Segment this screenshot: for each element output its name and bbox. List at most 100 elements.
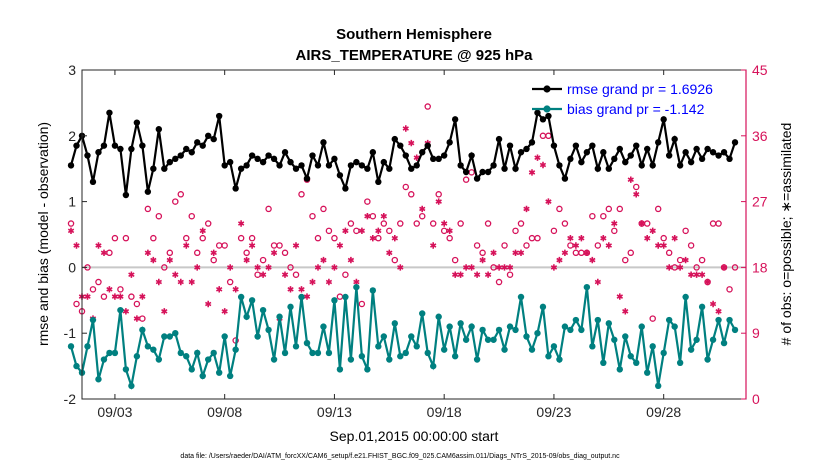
- obs-possible-point: [534, 234, 541, 242]
- bias-point: [534, 330, 541, 337]
- obs-assimilated-point: [534, 154, 541, 161]
- bias-point: [386, 356, 393, 363]
- bias-point: [150, 346, 157, 353]
- obs-possible-point: [501, 242, 508, 249]
- rmse-point: [419, 149, 426, 156]
- obs-possible-point: [204, 220, 212, 227]
- obs-possible-point: [243, 249, 250, 257]
- rmse-point: [682, 149, 689, 156]
- obs-assimilated-point: [216, 286, 223, 293]
- rmse-point: [446, 139, 453, 146]
- rmse-point: [671, 135, 678, 143]
- bias-point: [687, 346, 695, 353]
- rmse-point: [111, 142, 119, 149]
- bias-point: [517, 293, 525, 301]
- obs-possible-point: [353, 227, 360, 235]
- rmse-point: [89, 178, 97, 186]
- obs-assimilated-point: [506, 264, 514, 271]
- rmse-point: [353, 158, 360, 166]
- obs-assimilated-point: [364, 213, 371, 220]
- obs-assimilated-point: [578, 235, 585, 242]
- rmse-point: [369, 149, 377, 156]
- plot-background: [82, 70, 746, 399]
- obs-possible-point: [199, 234, 206, 242]
- rmse-point: [430, 155, 437, 163]
- rmse-point: [347, 162, 355, 169]
- rmse-point: [106, 109, 113, 116]
- rmse-point: [331, 155, 338, 163]
- y-right-tick-label: 36: [752, 128, 768, 144]
- rmse-point: [687, 158, 695, 166]
- rmse-point: [199, 142, 206, 149]
- y-tick-label: 2: [68, 128, 76, 144]
- y-right-tick-label: 27: [752, 194, 768, 210]
- rmse-point: [676, 162, 684, 169]
- bias-point: [95, 376, 102, 383]
- obs-possible-point: [347, 220, 355, 227]
- obs-possible-point: [320, 205, 327, 213]
- bias-point: [556, 356, 563, 363]
- rmse-point: [720, 149, 728, 156]
- x-tick-label: 09/18: [427, 404, 462, 420]
- bias-point: [309, 349, 316, 357]
- rmse-point: [292, 165, 300, 172]
- rmse-point: [166, 158, 174, 166]
- obs-possible-point: [512, 227, 519, 235]
- obs-possible-point: [89, 286, 97, 293]
- rmse-point: [709, 149, 717, 156]
- rmse-point: [523, 145, 530, 153]
- bias-point: [638, 323, 645, 330]
- obs-assimilated-point: [183, 242, 190, 249]
- obs-possible-point: [622, 256, 629, 264]
- rmse-point: [303, 175, 311, 182]
- rmse-point: [539, 116, 547, 123]
- obs-assimilated-point: [589, 256, 596, 264]
- obs-assimilated-point: [243, 256, 250, 264]
- obs-assimilated-point: [232, 286, 239, 293]
- x-tick-label: 09/28: [646, 404, 681, 420]
- obs-possible-point: [402, 183, 410, 191]
- obs-possible-point: [397, 220, 404, 227]
- rmse-point: [567, 155, 574, 163]
- bias-point: [589, 343, 596, 350]
- bias-point: [693, 336, 700, 343]
- bias-point: [194, 349, 201, 357]
- obs-assimilated-point: [682, 256, 689, 264]
- y-axis-label-right: # of obs: o=possible; ∗=assimilated: [778, 123, 794, 346]
- obs-possible-point: [144, 205, 152, 213]
- obs-assimilated-point: [660, 242, 667, 249]
- bias-point: [73, 362, 80, 370]
- bias-point: [243, 313, 250, 320]
- bias-point: [210, 349, 217, 357]
- obs-possible-point: [111, 234, 119, 242]
- obs-possible-point: [473, 242, 481, 249]
- obs-assimilated-point: [644, 235, 651, 242]
- obs-assimilated-point: [314, 264, 322, 271]
- rmse-point: [731, 139, 739, 146]
- obs-possible-point: [177, 191, 185, 198]
- rmse-point: [556, 162, 563, 169]
- obs-assimilated-point: [616, 293, 623, 300]
- bias-point: [572, 316, 580, 324]
- obs-possible-point: [726, 286, 733, 293]
- bias-point: [254, 333, 261, 340]
- obs-possible-point: [462, 176, 470, 183]
- bias-point: [676, 359, 684, 367]
- rmse-point: [276, 162, 283, 169]
- rmse-point: [457, 162, 464, 169]
- bias-point: [270, 356, 278, 363]
- rmse-point: [128, 145, 135, 153]
- obs-possible-point: [221, 242, 228, 249]
- obs-possible-point: [287, 264, 294, 271]
- y-right-tick-label: 9: [752, 325, 760, 341]
- rmse-point: [188, 149, 195, 156]
- rmse-point: [644, 145, 651, 153]
- rmse-point: [221, 162, 228, 169]
- obs-possible-point: [100, 293, 108, 300]
- rmse-point: [654, 139, 662, 146]
- obs-possible-point: [391, 256, 399, 264]
- obs-possible-point: [292, 271, 300, 278]
- y-tick-label: 0: [68, 259, 76, 275]
- obs-possible-point: [380, 220, 388, 227]
- bias-point: [237, 293, 245, 301]
